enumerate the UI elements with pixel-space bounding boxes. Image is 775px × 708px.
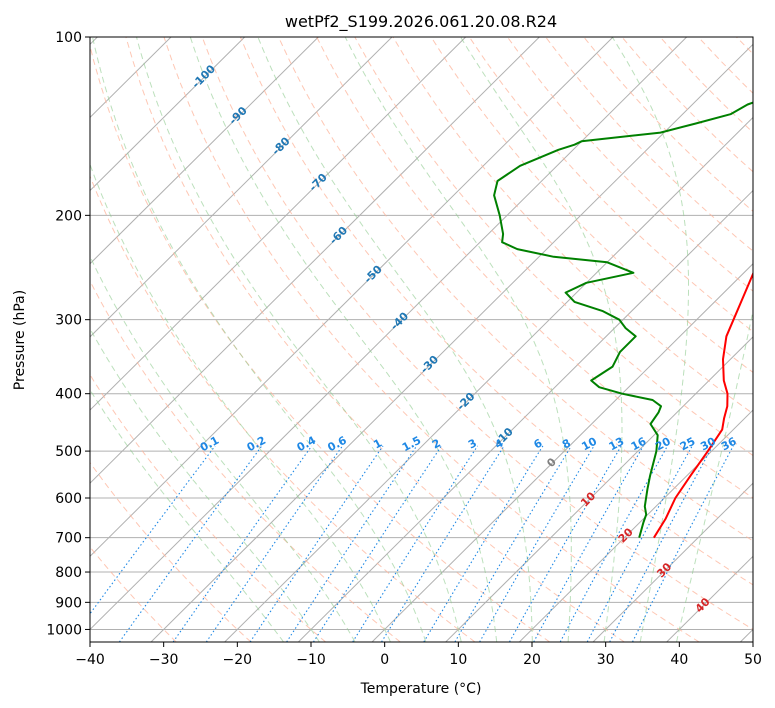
dry-adiabat <box>163 37 700 642</box>
x-tick-label: −10 <box>296 652 326 668</box>
mixing-ratio-label: 20 <box>653 435 673 454</box>
moist-adiabat <box>344 37 572 642</box>
x-tick-label: 50 <box>744 652 762 668</box>
dry-adiabat <box>354 37 753 457</box>
y-tick-label: 300 <box>55 313 82 329</box>
dry-adiabat <box>90 461 252 642</box>
x-tick-label: 0 <box>380 652 389 668</box>
dry-adiabat <box>125 37 625 642</box>
isotherm-line <box>371 263 753 642</box>
moist-adiabat <box>676 308 753 642</box>
isotherm-line <box>90 37 467 411</box>
isotherm-line <box>445 336 753 642</box>
mixing-ratio-line <box>90 445 216 615</box>
moist-adiabat <box>90 327 320 642</box>
dry-adiabat <box>201 37 753 630</box>
mixing-ratio-line <box>559 445 668 642</box>
axes: −40 −30 −20 −10 0 10 20 30 40 50 100 200 300 400 500 60… <box>46 30 762 668</box>
isotherm-line <box>592 482 753 642</box>
y-tick-label: 1000 <box>46 622 82 638</box>
isotherm-line <box>90 37 540 484</box>
moist-adiabat <box>90 255 356 642</box>
mixing-ratio-line <box>423 445 544 642</box>
moist-adiabat <box>257 37 533 642</box>
y-tick-label: 600 <box>55 491 82 507</box>
y-tick-label: 700 <box>55 531 82 547</box>
moist-adiabat <box>90 389 284 642</box>
isotherm-line <box>90 37 688 631</box>
x-tick-label: 10 <box>449 652 467 668</box>
chart-title: wetPf2_S199.2026.061.20.08.R24 <box>285 12 557 32</box>
mixing-ratio-line <box>352 445 479 642</box>
mixing-ratio-label: 16 <box>629 435 649 454</box>
y-tick-label: 500 <box>55 444 82 460</box>
mixing-ratio-line <box>454 445 572 642</box>
y-tick-label: 900 <box>55 595 82 611</box>
mixing-ratio-line <box>381 445 505 642</box>
mixing-ratio-label: 25 <box>678 435 698 454</box>
mixing-ratio-label: 10 <box>579 435 599 454</box>
dry-adiabat <box>90 373 326 642</box>
mixing-ratio-line <box>286 445 418 642</box>
isotherm-line <box>90 37 614 558</box>
dry-adiabat <box>90 174 476 642</box>
dry-adiabat <box>316 37 753 499</box>
y-tick-label: 400 <box>55 387 82 403</box>
isotherm-line <box>224 116 753 642</box>
temperature-profile <box>653 270 753 539</box>
x-tick-label: −20 <box>223 652 253 668</box>
moist-adiabat <box>189 37 498 642</box>
mixing-ratio-line <box>205 445 343 642</box>
mixing-ratio-line <box>172 445 313 642</box>
plot-frame <box>89 36 754 643</box>
isotherm-line <box>90 37 246 192</box>
x-tick-label: −40 <box>75 652 105 668</box>
x-tick-label: 30 <box>597 652 615 668</box>
y-tick-label: 200 <box>55 208 82 224</box>
x-tick-label: 40 <box>670 652 688 668</box>
y-tick-label: 800 <box>55 565 82 581</box>
y-axis-title: Pressure (hPa) <box>12 290 28 390</box>
x-axis-title: Temperature (°C) <box>360 681 482 697</box>
mixing-ratio-label: 30 <box>698 435 718 454</box>
moist-adiabat <box>92 37 427 642</box>
dry-adiabat <box>90 279 401 642</box>
x-tick-label: −30 <box>149 652 179 668</box>
mixing-ratio-line <box>312 445 442 642</box>
y-tick-label: 100 <box>55 30 82 46</box>
isotherm-line <box>90 37 319 265</box>
isotherm-line <box>519 409 753 642</box>
moist-adiabat <box>136 37 462 642</box>
isotherm-line <box>90 37 393 338</box>
dewpoint-profile <box>493 101 753 538</box>
isotherm-line <box>150 43 753 642</box>
mixing-ratio-line <box>632 445 734 642</box>
dry-adiabat <box>90 44 550 642</box>
moist-adiabat <box>90 162 391 642</box>
mixing-ratio-line <box>249 445 384 642</box>
dry-adiabat <box>278 37 753 542</box>
dry-adiabat <box>239 37 753 586</box>
plot-area <box>90 37 753 642</box>
mixing-ratio-line <box>533 445 644 642</box>
mixing-ratio-label: 13 <box>607 435 627 454</box>
moist-adiabat <box>611 37 689 642</box>
mixing-ratio-label: 36 <box>719 435 739 454</box>
x-tick-label: 20 <box>523 652 541 668</box>
